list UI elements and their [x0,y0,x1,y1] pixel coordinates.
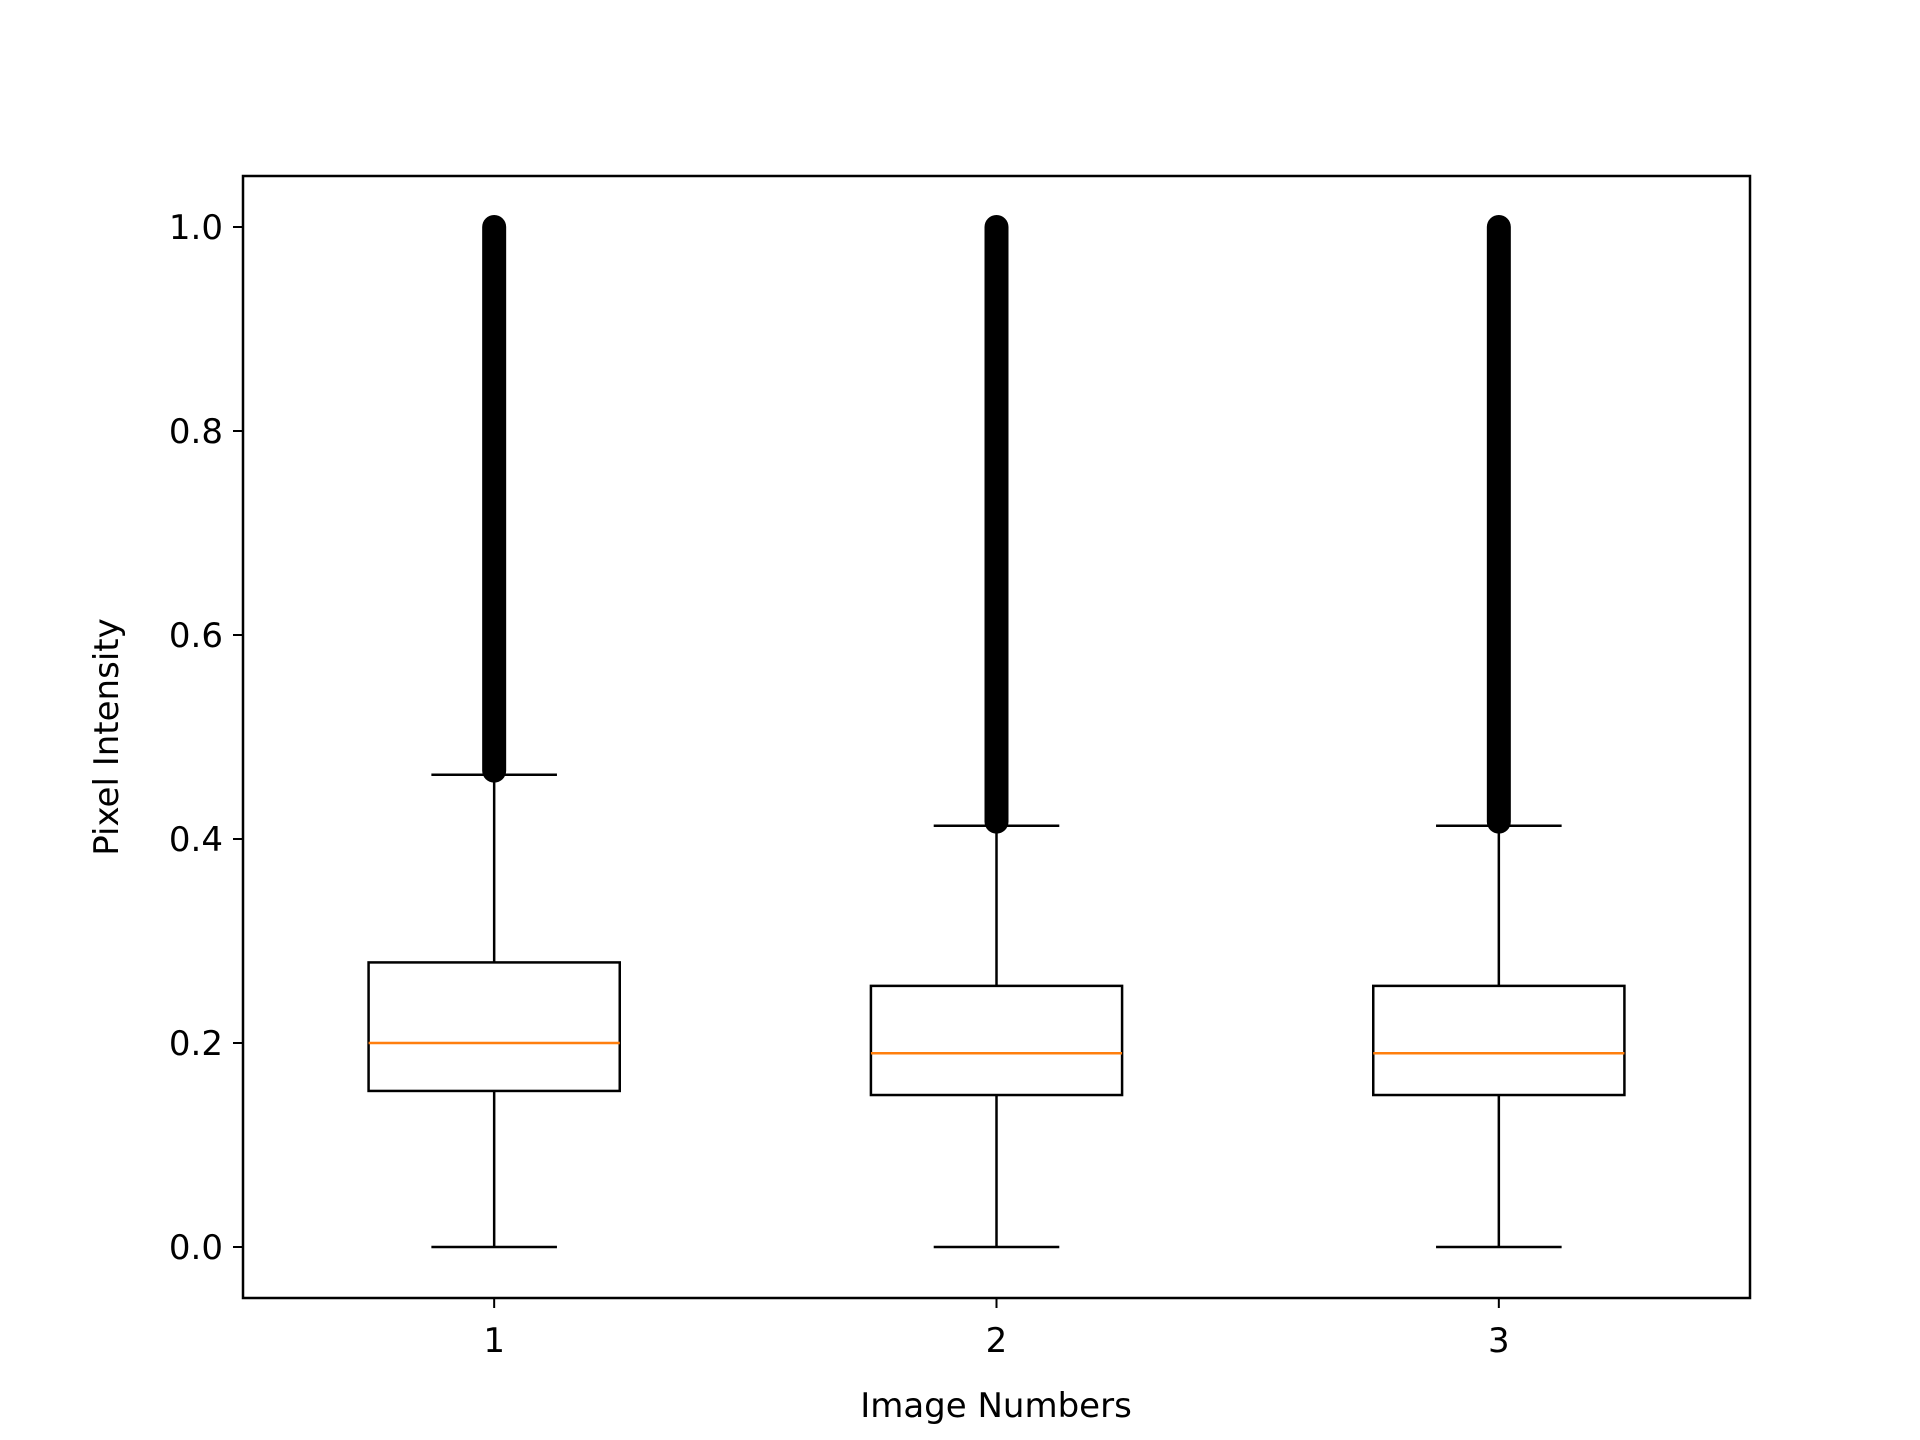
box-group-3 [1372,215,1626,1249]
box-group-1 [367,215,622,1249]
x-tick-label: 1 [483,1321,505,1361]
outlier-points [482,215,507,783]
iqr-box [1372,984,1626,1097]
y-tick-label: 0.0 [169,1228,223,1268]
iqr-box [367,961,622,1093]
y-tick-label: 0.8 [169,412,223,452]
y-tick-label: 0.6 [169,616,223,656]
y-tick-label: 1.0 [169,208,223,248]
outlier-points [984,215,1009,834]
y-tick-label: 0.2 [169,1024,223,1064]
y-axis-label: Pixel Intensity [87,618,127,855]
chart-marks [367,215,1626,1249]
x-axis-label: Image Numbers [860,1386,1132,1426]
y-axis: 0.0 0.2 0.4 0.6 0.8 1.0 [169,208,243,1268]
x-tick-label: 2 [986,1321,1008,1361]
y-tick-label: 0.4 [169,820,223,860]
x-axis: 1 2 3 [483,1298,1510,1361]
iqr-box [869,984,1124,1097]
x-tick-label: 3 [1488,1321,1510,1361]
outlier-points [1486,215,1511,834]
box-group-2 [869,215,1124,1249]
